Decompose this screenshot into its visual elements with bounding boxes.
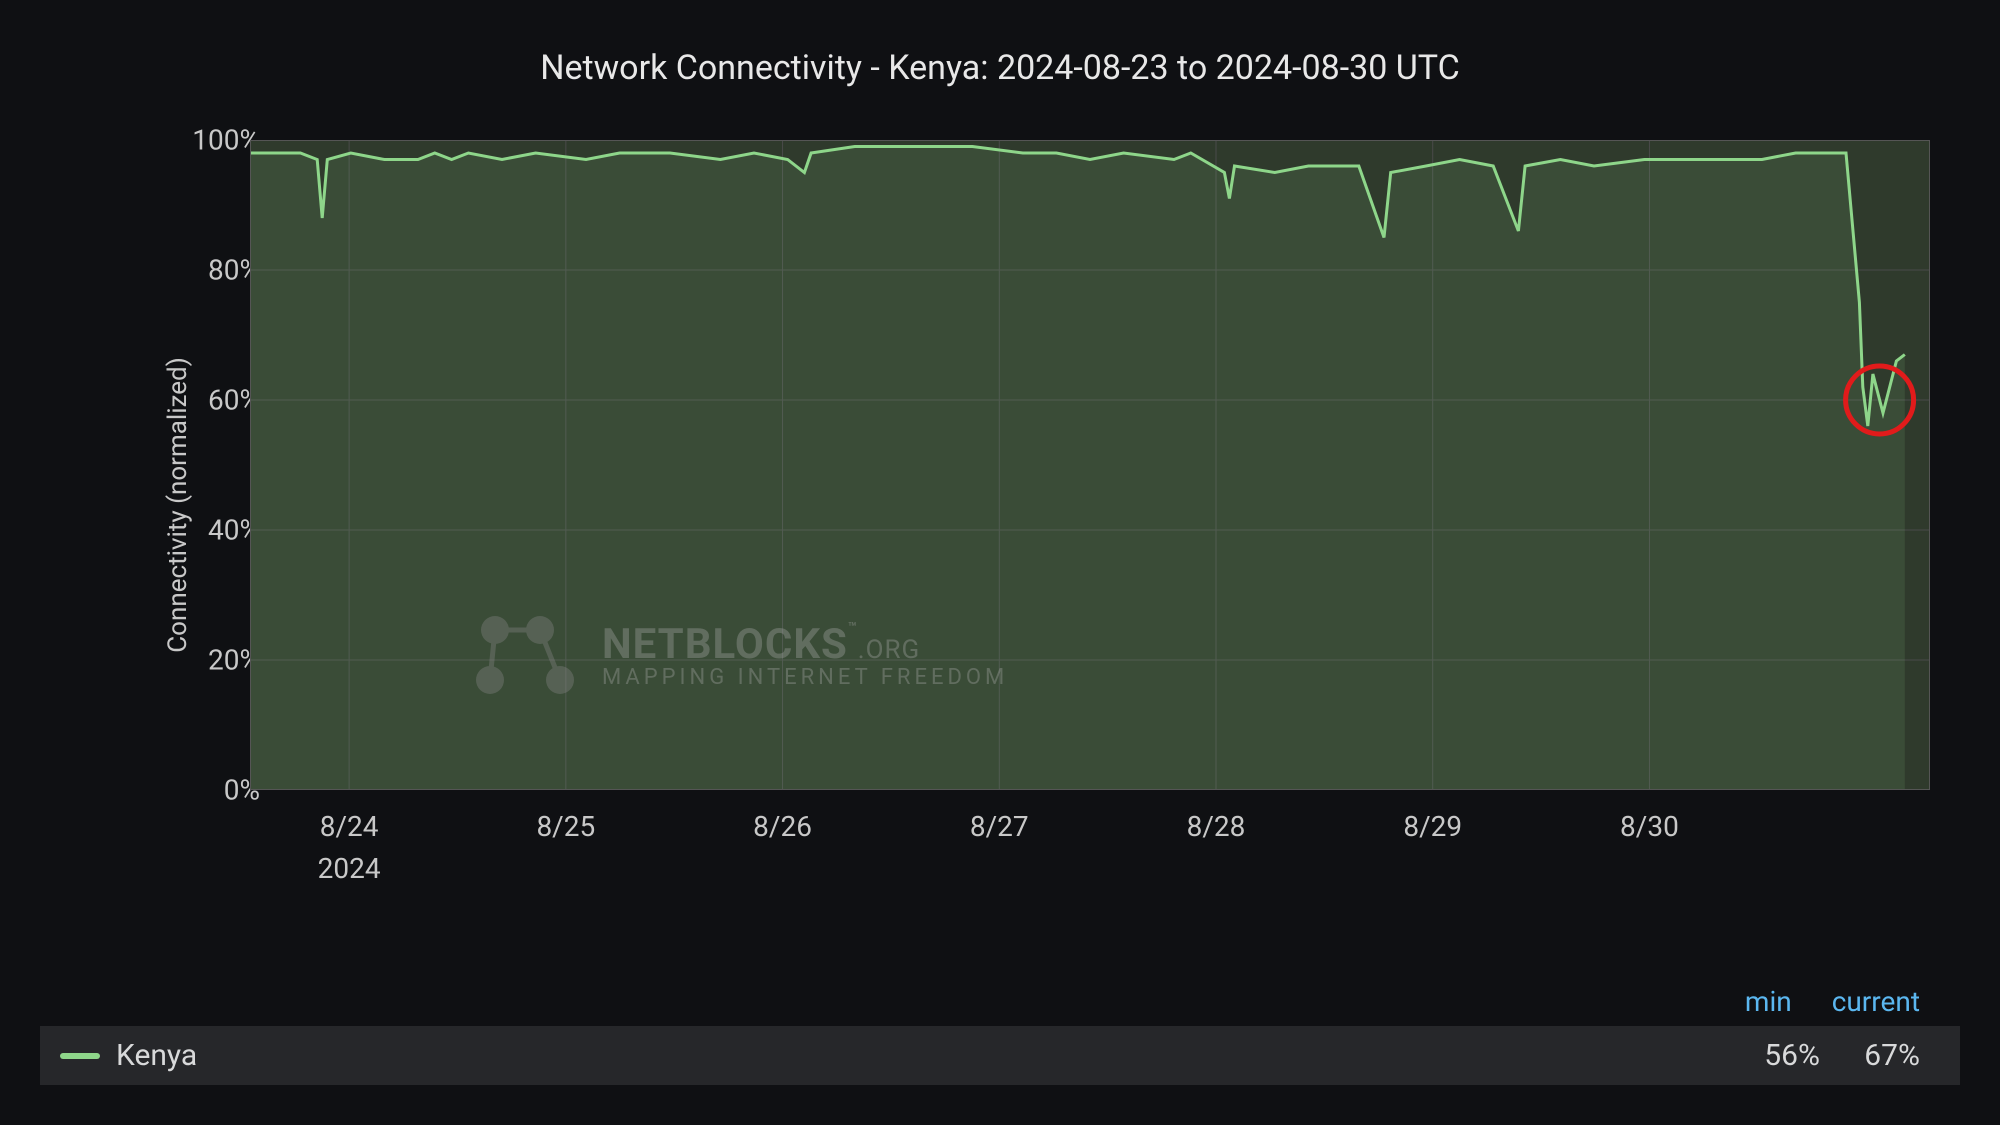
x-tick-label: 8/30 <box>1620 810 1679 843</box>
x-tick-label: 8/28 <box>1187 810 1246 843</box>
watermark-icon <box>470 610 590 700</box>
y-tick-label: 0% <box>120 774 260 807</box>
y-tick-label: 40% <box>120 514 260 547</box>
x-year-label: 2024 <box>318 852 381 885</box>
y-tick-label: 20% <box>120 644 260 677</box>
x-tick-label: 8/27 <box>970 810 1029 843</box>
y-tick-label: 100% <box>120 124 260 157</box>
legend-table: min current Kenya 56% 67% <box>40 985 1960 1085</box>
watermark-suffix: .ORG <box>858 635 920 665</box>
x-tick-label: 8/29 <box>1403 810 1462 843</box>
x-tick-label: 8/25 <box>536 810 595 843</box>
watermark-sub: MAPPING INTERNET FREEDOM <box>602 665 1008 690</box>
watermark-tm: ™ <box>848 620 858 636</box>
legend-header-current: current <box>1832 985 1920 1018</box>
legend-current-value: 67% <box>1820 1038 1920 1073</box>
legend-row: Kenya 56% 67% <box>40 1026 1960 1085</box>
watermark: NETBLOCKS™.ORG MAPPING INTERNET FREEDOM <box>470 610 1008 700</box>
x-tick-label: 8/24 <box>320 810 379 843</box>
watermark-text: NETBLOCKS™.ORG MAPPING INTERNET FREEDOM <box>602 620 1008 690</box>
y-tick-label: 60% <box>120 384 260 417</box>
legend-headers: min current <box>40 985 1960 1026</box>
chart-title: Network Connectivity - Kenya: 2024-08-23… <box>0 0 2000 88</box>
legend-header-min: min <box>1745 985 1792 1018</box>
legend-swatch <box>60 1053 100 1059</box>
x-tick-label: 8/26 <box>753 810 812 843</box>
legend-min-value: 56% <box>1720 1038 1820 1073</box>
plot-area: NETBLOCKS™.ORG MAPPING INTERNET FREEDOM <box>250 140 1930 790</box>
chart-container: Connectivity (normalized) 0%20%40%60%80%… <box>40 130 1960 880</box>
watermark-main: NETBLOCKS <box>602 620 848 669</box>
legend-series-name: Kenya <box>116 1038 1720 1073</box>
y-tick-label: 80% <box>120 254 260 287</box>
